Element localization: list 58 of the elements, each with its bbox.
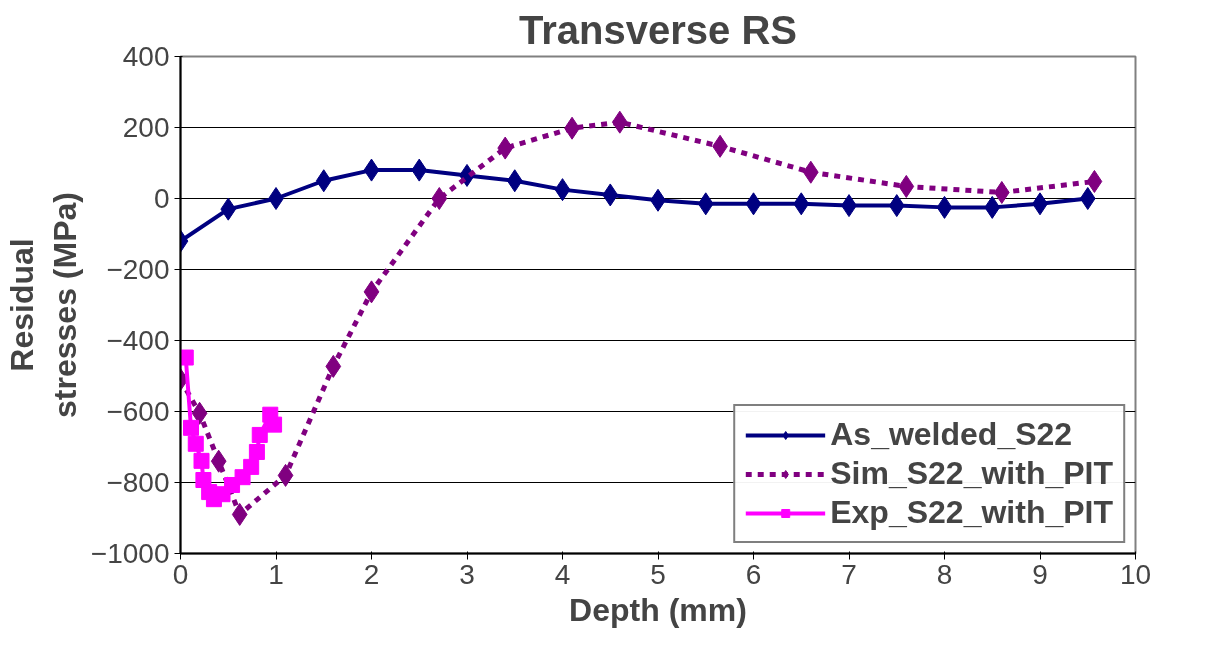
point (506, 169, 523, 193)
point (888, 194, 905, 218)
y-axis-title: Residual stresses (MPa) (3, 192, 83, 418)
y-tick-label: −1000 (90, 538, 170, 569)
point (745, 192, 762, 216)
point (266, 416, 283, 433)
chart-title: Transverse RS (519, 7, 797, 52)
legend-label: As_welded_S22 (830, 416, 1073, 453)
point (1079, 187, 1096, 210)
point (602, 183, 619, 207)
point (251, 426, 268, 443)
point (193, 452, 210, 469)
y-tick-label: −800 (106, 467, 170, 498)
y-tick-label: −600 (106, 396, 170, 427)
point (431, 187, 448, 210)
x-tick-label: 4 (554, 558, 571, 590)
point (248, 443, 265, 460)
point (1086, 169, 1103, 193)
point (325, 354, 342, 378)
point (210, 449, 227, 473)
y-tick-label: −400 (106, 325, 170, 356)
point (697, 192, 714, 216)
point (315, 169, 332, 193)
x-tick-label: 9 (1032, 558, 1048, 590)
point (277, 463, 294, 487)
point (411, 158, 428, 182)
point (936, 195, 953, 219)
legend-label: Exp_S22_with_PIT (830, 494, 1113, 531)
point (993, 180, 1010, 204)
point (611, 110, 628, 134)
point (898, 174, 915, 198)
y-tick-label: 200 (122, 112, 170, 143)
y-tick-label: 400 (122, 41, 170, 72)
x-tick-label: 1 (268, 558, 284, 590)
point (363, 280, 380, 304)
x-axis-title: Depth (mm) (569, 591, 747, 628)
x-tick-label: 2 (363, 558, 380, 590)
legend-label: Sim_S22_with_PIT (830, 455, 1113, 492)
point (802, 160, 819, 184)
y-tick-label: 0 (153, 183, 170, 214)
x-tick-label: 3 (459, 558, 475, 590)
point (187, 435, 204, 452)
point (793, 192, 810, 216)
y-tick-label: −200 (106, 254, 170, 285)
x-tick-label: 8 (936, 558, 953, 590)
point (363, 158, 380, 182)
point (554, 178, 571, 202)
point (183, 419, 200, 436)
point (497, 136, 514, 160)
x-tick-label: 5 (650, 558, 666, 590)
point (231, 502, 248, 526)
x-tick-label: 10 (1119, 558, 1152, 590)
x-tick-label: 6 (745, 558, 762, 590)
point (191, 401, 208, 425)
point (243, 458, 260, 475)
point (220, 197, 237, 221)
point (984, 195, 1001, 219)
x-tick-label: 7 (841, 558, 857, 590)
